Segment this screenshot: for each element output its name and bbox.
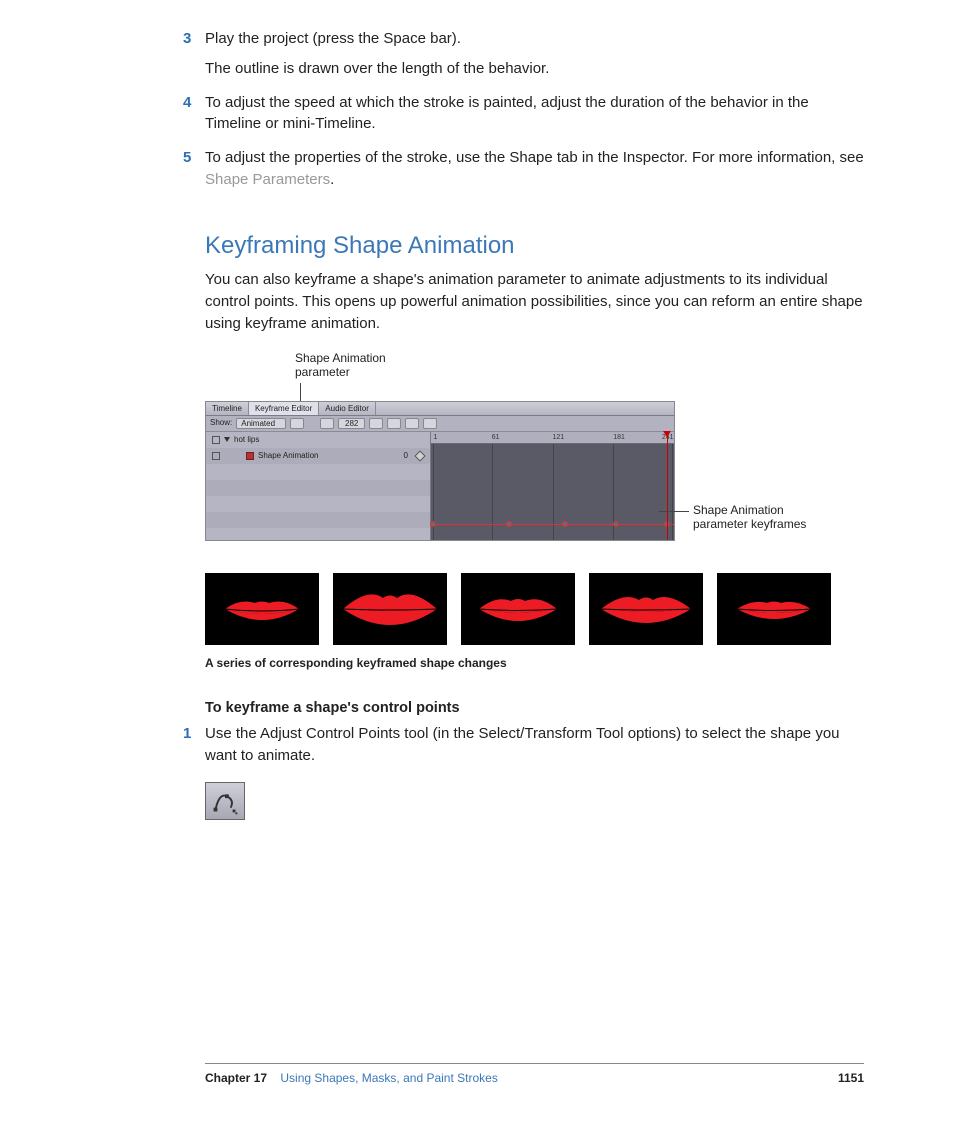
ruler-tick: 61: [492, 433, 500, 443]
step-text: To adjust the properties of the stroke, …: [205, 147, 864, 191]
lips-sequence: [205, 573, 864, 645]
tab-audio-editor[interactable]: Audio Editor: [319, 402, 376, 415]
callout-shape-animation-parameter: Shape Animation parameter: [295, 351, 386, 380]
step-4: 4 To adjust the speed at which the strok…: [205, 92, 864, 136]
checkbox-icon[interactable]: [212, 436, 220, 444]
lips-icon: [205, 573, 319, 645]
editor-body: hot lips Shape Animation 0 1 61: [206, 432, 674, 540]
lips-icon: [461, 573, 575, 645]
page-footer: Chapter 17 Using Shapes, Masks, and Pain…: [205, 1063, 864, 1087]
lip-frame-4: [589, 573, 703, 645]
show-dropdown[interactable]: Animated: [236, 418, 286, 429]
row-shape-animation[interactable]: Shape Animation 0: [206, 448, 430, 464]
parameter-list: hot lips Shape Animation 0: [206, 432, 431, 540]
current-frame[interactable]: 282: [338, 418, 365, 429]
numbered-steps-top: 3 Play the project (press the Space bar)…: [205, 28, 864, 191]
editor-toolbar: Show: Animated 282: [206, 416, 674, 432]
callout-line: [659, 511, 689, 512]
step-1: 1 Use the Adjust Control Points tool (in…: [205, 723, 864, 767]
row-hot-lips[interactable]: hot lips: [206, 432, 430, 448]
lips-icon: [589, 573, 703, 645]
toolbar-button[interactable]: [423, 418, 437, 429]
keyframe-point[interactable]: [562, 521, 568, 527]
keyframe-graph[interactable]: 1 61 121 181 241: [431, 432, 674, 540]
tool-icon-figure: [205, 782, 864, 820]
row-label: hot lips: [234, 432, 430, 448]
step-number: 3: [183, 28, 191, 50]
lip-frame-5: [717, 573, 831, 645]
editor-tabs: Timeline Keyframe Editor Audio Editor: [206, 402, 674, 416]
step-text: Use the Adjust Control Points tool (in t…: [205, 723, 864, 767]
keyframe-point[interactable]: [613, 521, 619, 527]
chapter-label: Chapter 17: [205, 1071, 267, 1085]
section-body: You can also keyframe a shape's animatio…: [205, 269, 864, 334]
graph-grid: [431, 444, 674, 540]
callout-text: Shape Animation: [693, 503, 784, 517]
callout-text: parameter keyframes: [693, 517, 806, 531]
toolbar-button[interactable]: [290, 418, 304, 429]
ruler-tick: 181: [613, 433, 625, 443]
numbered-steps-bottom: 1 Use the Adjust Control Points tool (in…: [205, 723, 864, 767]
keyframe-point[interactable]: [506, 521, 512, 527]
lip-frame-2: [333, 573, 447, 645]
step-text-part: .: [330, 171, 334, 188]
step-text: Play the project (press the Space bar).: [205, 28, 864, 50]
callout-keyframes: Shape Animation parameter keyframes: [693, 503, 806, 532]
toolbar-button[interactable]: [405, 418, 419, 429]
step-5: 5 To adjust the properties of the stroke…: [205, 147, 864, 191]
frame-ruler[interactable]: 1 61 121 181 241: [431, 432, 674, 444]
color-swatch-icon: [246, 452, 254, 460]
lip-frame-1: [205, 573, 319, 645]
page-number: 1151: [838, 1070, 864, 1087]
callout-text: Shape Animation: [295, 351, 386, 365]
keyframe-point[interactable]: [430, 521, 436, 527]
disclosure-triangle-icon[interactable]: [224, 437, 230, 443]
adjust-control-points-tool-icon: [205, 782, 245, 820]
keyframe-editor-figure: Shape Animation parameter Timeline Keyfr…: [205, 351, 864, 551]
section-heading: Keyframing Shape Animation: [205, 229, 864, 264]
next-frame-button[interactable]: [369, 418, 383, 429]
page: 3 Play the project (press the Space bar)…: [0, 0, 954, 820]
step-3: 3 Play the project (press the Space bar)…: [205, 28, 864, 80]
keyframe-diamond-icon[interactable]: [414, 450, 425, 461]
keyframe-editor-panel: Timeline Keyframe Editor Audio Editor Sh…: [205, 401, 675, 541]
checkbox-icon[interactable]: [212, 452, 220, 460]
step-text: The outline is drawn over the length of …: [205, 58, 864, 80]
step-number: 1: [183, 723, 191, 745]
row-label: Shape Animation: [258, 448, 380, 464]
tab-keyframe-editor[interactable]: Keyframe Editor: [249, 402, 319, 415]
tab-timeline[interactable]: Timeline: [206, 402, 249, 415]
step-text: To adjust the speed at which the stroke …: [205, 92, 864, 136]
toolbar-button[interactable]: [387, 418, 401, 429]
step-text-part: To adjust the properties of the stroke, …: [205, 149, 864, 166]
show-label: Show:: [210, 417, 232, 429]
prev-frame-button[interactable]: [320, 418, 334, 429]
callout-text: parameter: [295, 365, 350, 379]
playhead[interactable]: [667, 432, 668, 540]
lips-icon: [333, 573, 447, 645]
row-value: 0: [384, 448, 412, 464]
ruler-tick: 121: [553, 433, 565, 443]
chapter-title: Using Shapes, Masks, and Paint Strokes: [280, 1071, 497, 1085]
step-number: 4: [183, 92, 191, 114]
subheading: To keyframe a shape's control points: [205, 698, 864, 719]
lip-frame-3: [461, 573, 575, 645]
link-shape-parameters[interactable]: Shape Parameters: [205, 171, 330, 188]
lips-icon: [717, 573, 831, 645]
step-number: 5: [183, 147, 191, 169]
ruler-tick: 1: [433, 433, 437, 443]
lips-caption: A series of corresponding keyframed shap…: [205, 655, 864, 672]
keyframe-curve: [431, 524, 674, 525]
